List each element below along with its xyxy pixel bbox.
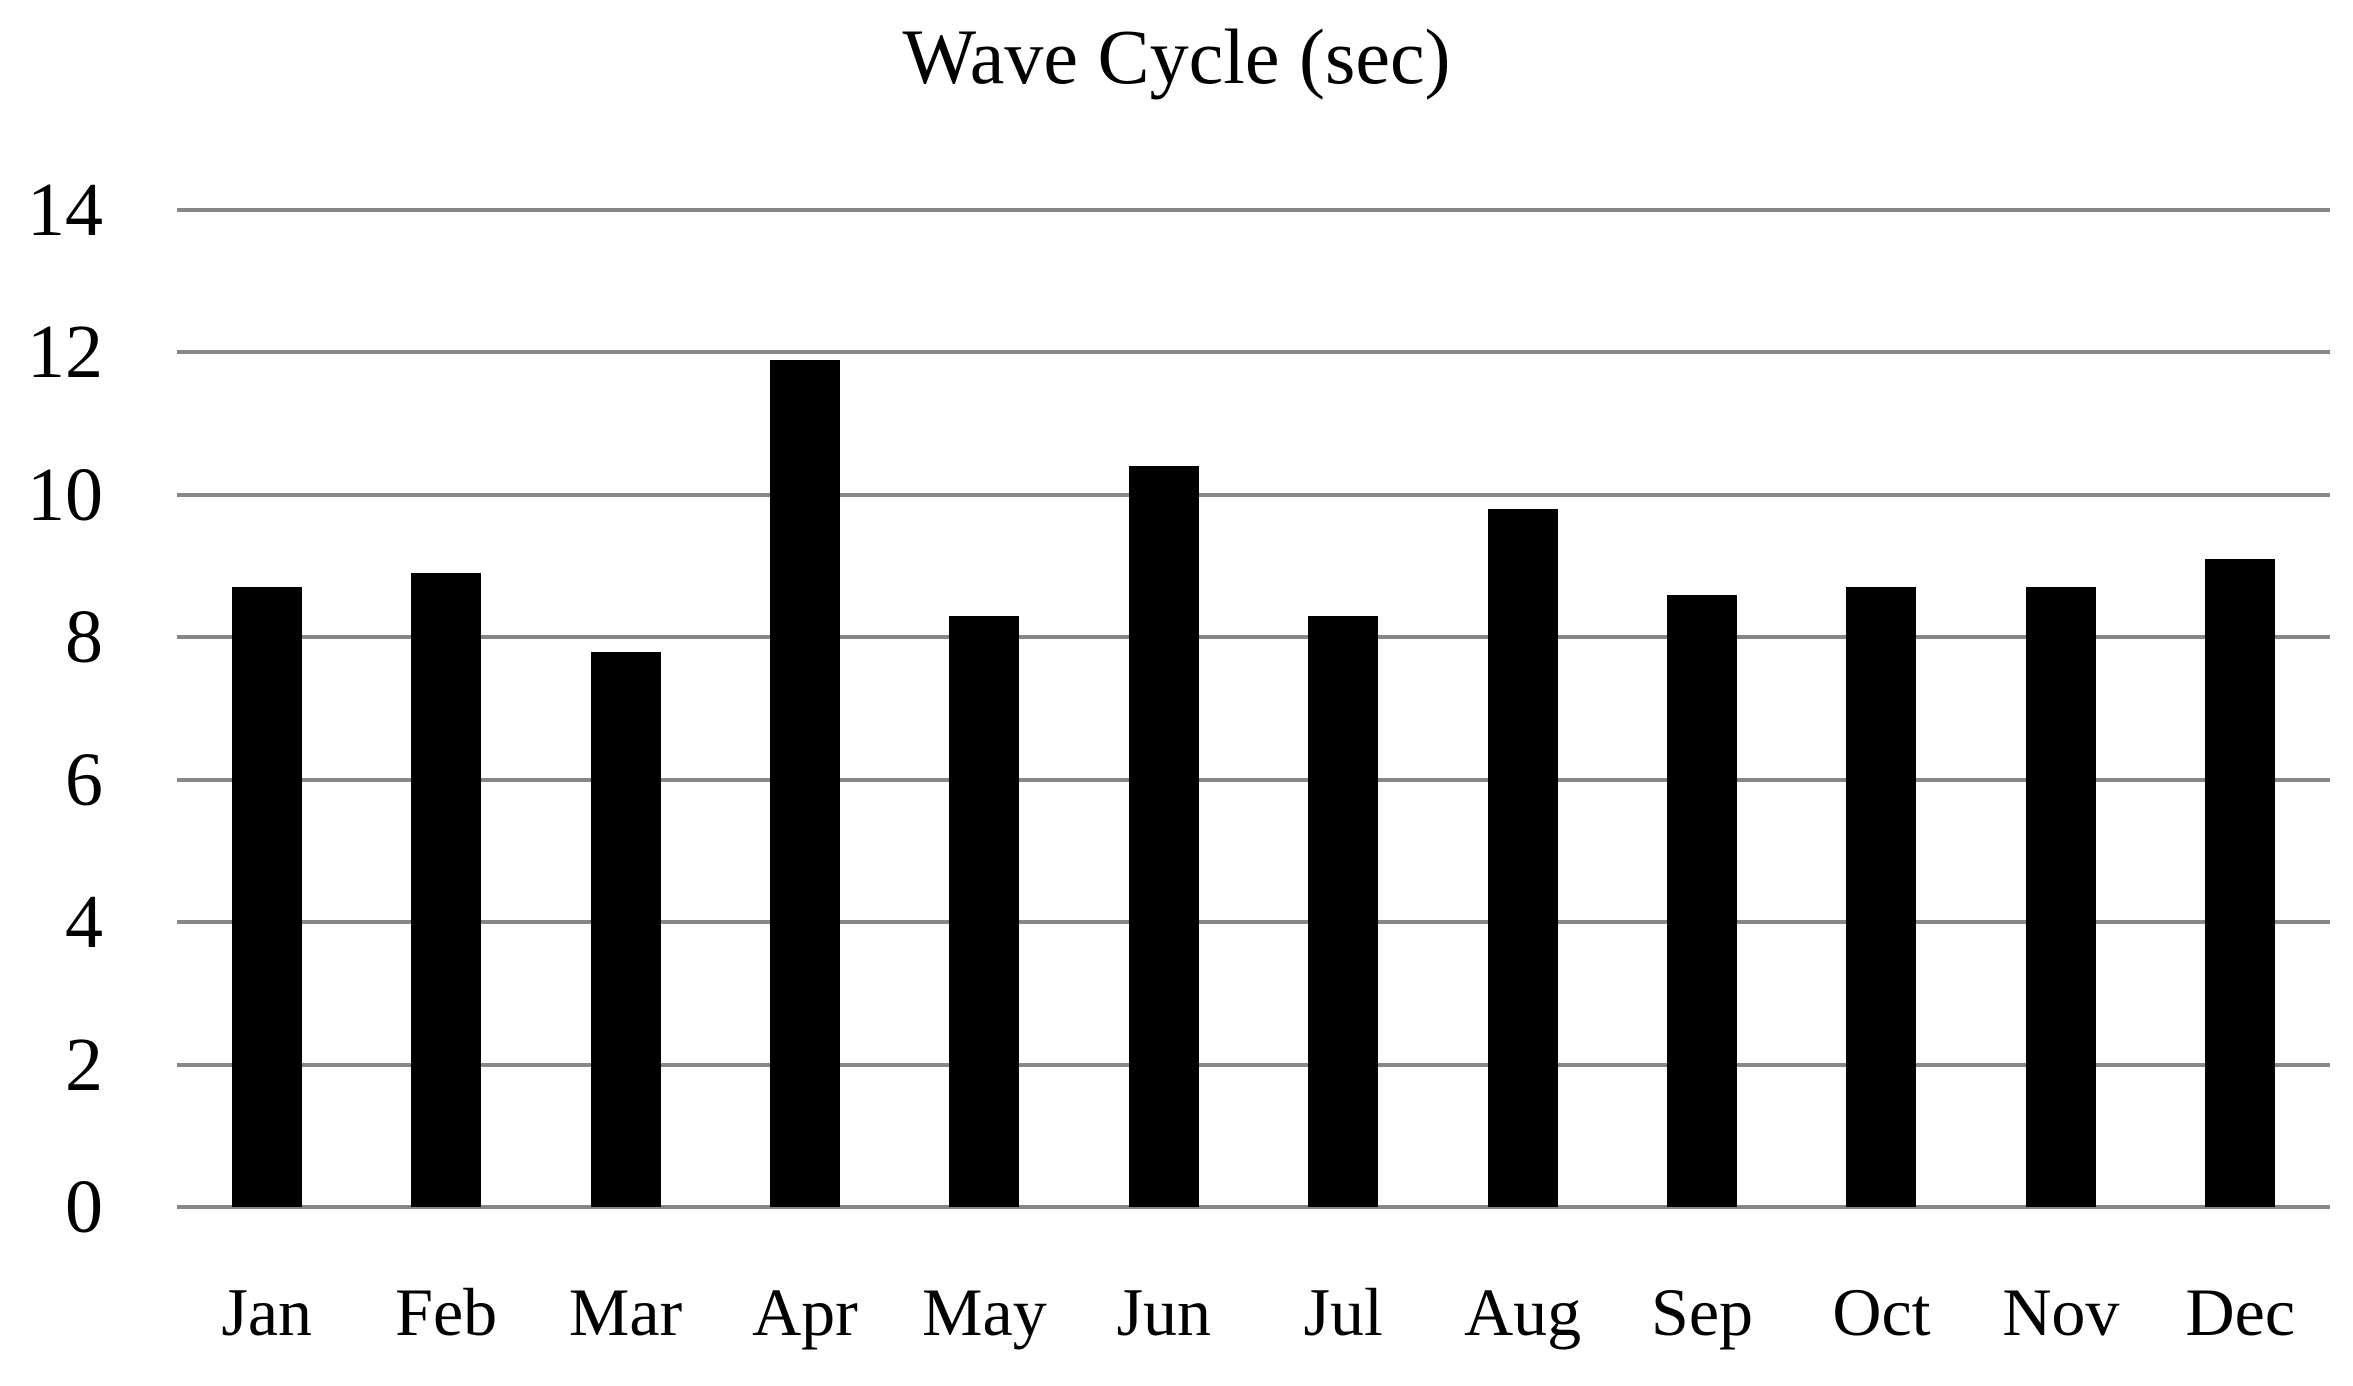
y-axis-tick-label-6: 6 [65,737,103,822]
x-axis-tick-label-sep: Sep [1651,1274,1754,1350]
x-axis-tick-label-mar: Mar [568,1274,683,1350]
x-axis-tick-label-dec: Dec [2185,1274,2296,1350]
x-axis-tick-label-apr: Apr [752,1274,858,1350]
gridline-y-0 [177,1205,2330,1209]
x-axis-tick-label-aug: Aug [1464,1274,1582,1350]
y-axis-tick-label-2: 2 [65,1022,103,1107]
bar-aug [1487,509,1558,1207]
y-axis-tick-label-10: 10 [27,452,103,537]
y-axis-tick-label-0: 0 [65,1165,103,1249]
bar-dec [2205,558,2276,1207]
x-axis-tick-label-oct: Oct [1832,1274,1931,1350]
bar-jan [231,587,302,1207]
y-axis: 0 2 4 6 8 10 12 14 [0,172,110,1245]
bar-apr [769,359,840,1207]
y-axis-tick-label-12: 12 [27,310,103,395]
bar-mar [590,651,661,1207]
gridline-y-4 [177,920,2330,925]
bar-jun [1128,466,1199,1207]
bar-oct [1846,587,1917,1207]
x-axis-tick-label-feb: Feb [395,1274,498,1350]
y-axis-tick-label-14: 14 [27,168,103,252]
gridline-y-6 [177,777,2330,782]
gridline-y-10 [177,492,2330,497]
y-axis-tick-label-4: 4 [65,880,103,965]
bar-may [949,615,1020,1207]
x-axis-tick-label-jun: Jun [1116,1274,1212,1350]
x-axis-tick-label-jan: Jan [221,1274,313,1350]
y-axis-tick-label-8: 8 [65,595,103,680]
gridline-y-2 [177,1062,2330,1067]
bar-jul [1308,615,1379,1207]
gridline-y-12 [177,350,2330,355]
bar-nov [2025,587,2096,1207]
plot-area [177,208,2330,1209]
chart-title: Wave Cycle (sec) [902,13,1451,100]
gridline-y-8 [177,635,2330,640]
gridline-y-14 [177,208,2330,212]
x-axis-tick-label-may: May [922,1274,1047,1350]
x-axis-tick-label-nov: Nov [2002,1274,2120,1350]
x-axis-tick-label-jul: Jul [1303,1274,1383,1350]
bar-sep [1667,594,1738,1207]
bar-feb [411,573,482,1207]
